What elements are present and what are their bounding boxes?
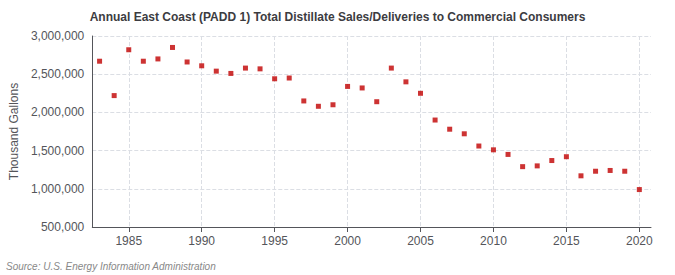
svg-text:Annual East Coast (PADD 1) Tot: Annual East Coast (PADD 1) Total Distill… xyxy=(90,10,586,24)
svg-text:1,000,000: 1,000,000 xyxy=(31,182,85,196)
svg-text:2010: 2010 xyxy=(480,234,507,248)
svg-text:2005: 2005 xyxy=(407,234,434,248)
svg-text:1995: 1995 xyxy=(261,234,288,248)
svg-text:1985: 1985 xyxy=(115,234,142,248)
svg-text:2000: 2000 xyxy=(334,234,361,248)
svg-text:Thousand Gallons: Thousand Gallons xyxy=(7,83,21,180)
svg-text:2,000,000: 2,000,000 xyxy=(31,105,85,119)
svg-text:500,000: 500,000 xyxy=(41,220,85,234)
svg-text:1,500,000: 1,500,000 xyxy=(31,144,85,158)
svg-text:2020: 2020 xyxy=(626,234,653,248)
svg-text:3,000,000: 3,000,000 xyxy=(31,29,85,43)
svg-text:1990: 1990 xyxy=(188,234,215,248)
svg-text:2,500,000: 2,500,000 xyxy=(31,67,85,81)
svg-text:Source: U.S. Energy Informatio: Source: U.S. Energy Information Administ… xyxy=(6,261,216,272)
svg-text:2015: 2015 xyxy=(553,234,580,248)
